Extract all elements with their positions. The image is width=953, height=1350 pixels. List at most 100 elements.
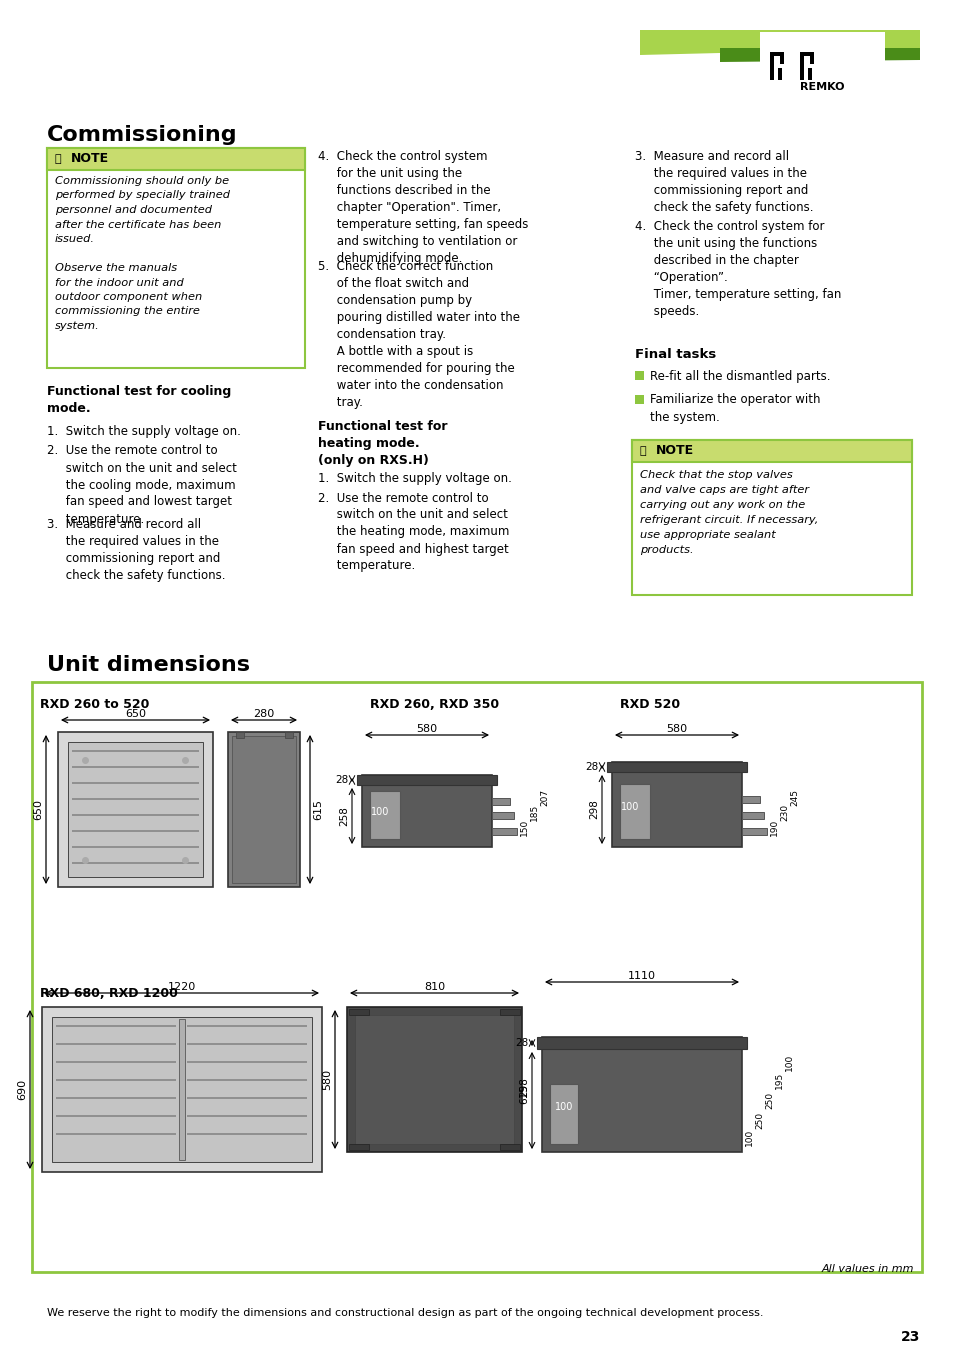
Bar <box>349 1008 369 1015</box>
Text: ✋: ✋ <box>55 154 62 163</box>
Text: and valve caps are tight after: and valve caps are tight after <box>639 485 808 495</box>
Bar <box>347 1007 521 1152</box>
Bar <box>232 736 295 883</box>
Text: NOTE: NOTE <box>71 153 109 166</box>
Text: 100: 100 <box>555 1102 573 1112</box>
Bar <box>741 811 763 819</box>
Bar <box>760 32 884 100</box>
Text: system.: system. <box>55 321 100 331</box>
Text: 1.  Switch the supply voltage on.: 1. Switch the supply voltage on. <box>317 472 512 485</box>
Bar <box>235 732 244 738</box>
Bar <box>68 743 203 878</box>
Bar <box>71 814 199 815</box>
Text: 100: 100 <box>620 802 639 811</box>
Bar <box>71 749 199 752</box>
Bar <box>773 63 783 68</box>
Bar <box>52 1017 312 1162</box>
Bar <box>492 828 517 836</box>
Text: 185: 185 <box>530 803 538 821</box>
Bar <box>71 861 199 864</box>
Text: refrigerant circuit. If necessary,: refrigerant circuit. If necessary, <box>639 514 818 525</box>
Text: use appropriate sealant: use appropriate sealant <box>639 531 775 540</box>
Text: Final tasks: Final tasks <box>635 348 716 360</box>
Text: for the indoor unit and: for the indoor unit and <box>55 278 184 288</box>
Text: 4.  Check the control system for
     the unit using the functions
     describe: 4. Check the control system for the unit… <box>635 220 841 319</box>
Bar <box>769 53 773 80</box>
Text: Familiarize the operator with
the system.: Familiarize the operator with the system… <box>649 393 820 424</box>
Bar <box>56 1133 175 1135</box>
Bar <box>631 440 911 462</box>
Text: NOTE: NOTE <box>656 444 694 458</box>
Bar <box>56 1025 175 1027</box>
Bar <box>187 1079 307 1081</box>
Bar <box>537 1037 746 1049</box>
Bar <box>370 791 399 838</box>
Text: Commissioning should only be: Commissioning should only be <box>55 176 229 186</box>
Text: 298: 298 <box>588 799 598 819</box>
Bar <box>631 440 911 595</box>
Bar <box>349 1143 369 1150</box>
Bar <box>56 1115 175 1116</box>
Bar <box>187 1042 307 1045</box>
Bar <box>807 68 811 80</box>
Bar <box>635 371 643 379</box>
Bar <box>47 148 305 369</box>
Text: 615: 615 <box>518 1084 529 1104</box>
Text: 250: 250 <box>764 1091 773 1108</box>
Text: 4.  Check the control system
     for the unit using the
     functions describe: 4. Check the control system for the unit… <box>317 150 528 265</box>
Text: Unit dimensions: Unit dimensions <box>47 655 250 675</box>
Text: 298: 298 <box>518 1077 529 1098</box>
Text: ✋: ✋ <box>639 446 646 456</box>
Text: 1.  Switch the supply voltage on.: 1. Switch the supply voltage on. <box>47 425 240 437</box>
Text: 650: 650 <box>125 709 146 720</box>
Bar <box>356 775 497 784</box>
Text: 100: 100 <box>371 807 389 817</box>
Bar <box>499 1008 519 1015</box>
Text: REMKO: REMKO <box>800 82 843 92</box>
Text: 3.  Measure and record all
     the required values in the
     commissioning re: 3. Measure and record all the required v… <box>635 150 813 215</box>
Text: 2.  Use the remote control to
     switch on the unit and select
     the heatin: 2. Use the remote control to switch on t… <box>317 491 509 572</box>
Bar <box>32 682 921 1272</box>
Bar <box>187 1115 307 1116</box>
Bar <box>187 1025 307 1027</box>
Bar <box>492 811 514 819</box>
Text: 230: 230 <box>780 803 788 821</box>
Text: carrying out any work on the: carrying out any work on the <box>639 500 804 510</box>
Text: performed by specially trained: performed by specially trained <box>55 190 230 201</box>
Text: 195: 195 <box>774 1072 783 1088</box>
Bar <box>800 53 803 80</box>
Text: Commissioning: Commissioning <box>47 126 237 144</box>
Bar <box>42 1007 322 1172</box>
Bar <box>58 732 213 887</box>
Text: RXD 260 to 520: RXD 260 to 520 <box>40 698 150 711</box>
Text: 190: 190 <box>769 818 779 836</box>
Text: 258: 258 <box>338 806 349 826</box>
Text: 207: 207 <box>539 788 548 806</box>
Text: Observe the manuals: Observe the manuals <box>55 263 177 273</box>
Bar <box>228 732 299 887</box>
Bar <box>56 1079 175 1081</box>
Text: 28: 28 <box>516 1038 529 1048</box>
Bar <box>800 63 811 68</box>
Bar <box>809 53 813 63</box>
Text: outdoor component when: outdoor component when <box>55 292 202 302</box>
Bar <box>187 1133 307 1135</box>
Bar <box>187 1061 307 1062</box>
Text: 150: 150 <box>519 818 529 836</box>
Polygon shape <box>639 30 919 55</box>
Bar <box>606 761 746 772</box>
Bar <box>355 1015 514 1143</box>
Text: Functional test for cooling
mode.: Functional test for cooling mode. <box>47 385 231 414</box>
Text: 615: 615 <box>313 799 323 819</box>
Text: 580: 580 <box>666 724 687 734</box>
Bar <box>803 63 813 68</box>
Text: personnel and documented: personnel and documented <box>55 205 212 215</box>
Bar <box>47 148 305 170</box>
Text: RXD 260, RXD 350: RXD 260, RXD 350 <box>370 698 498 711</box>
Bar <box>780 53 783 63</box>
Text: Functional test for
heating mode.
(only on RXS.H): Functional test for heating mode. (only … <box>317 420 447 467</box>
Bar <box>499 1143 519 1150</box>
Text: All values in mm: All values in mm <box>821 1264 913 1274</box>
Text: 5.  Check the correct function
     of the float switch and
     condensation pu: 5. Check the correct function of the flo… <box>317 261 519 409</box>
Text: issued.: issued. <box>55 234 95 244</box>
